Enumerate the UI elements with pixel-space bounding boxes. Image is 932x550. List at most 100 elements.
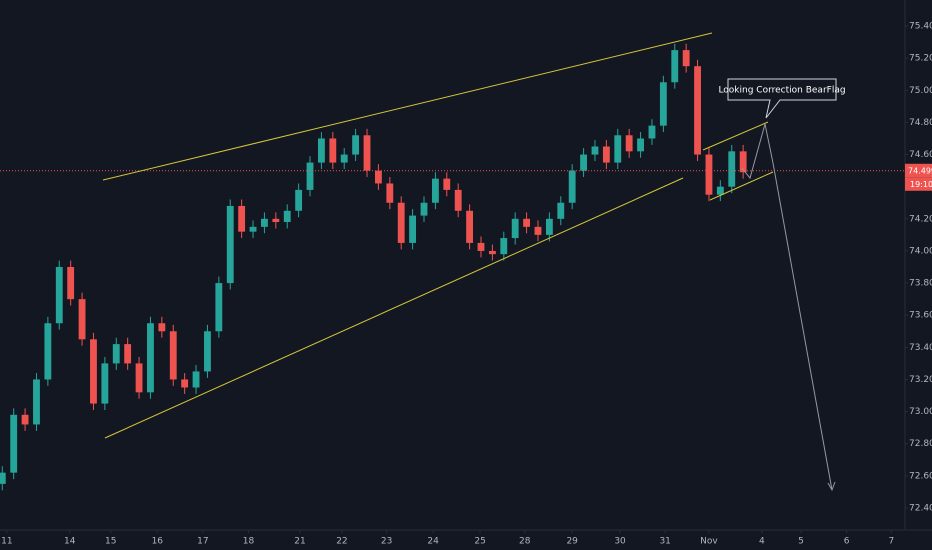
candle-body [694,66,701,155]
candle-body [728,151,736,187]
flag-line [709,171,774,201]
candle-body [283,210,291,223]
candle-body [420,202,428,216]
x-tick-label: 31 [659,537,670,547]
countdown-tag [905,177,932,191]
candle-body [329,138,337,163]
candle-body [648,125,656,139]
candle-body [431,178,439,203]
candle-body [112,344,120,364]
candle-body [192,371,200,388]
y-tick-label: 74.000 [909,246,932,256]
candle-body [204,331,211,372]
candle-body [318,138,325,163]
y-tick-label: 72.400 [909,503,932,513]
candle-body [568,170,576,203]
x-tick-label: 22 [336,537,347,547]
candle-body [124,344,132,364]
candle-body [511,218,519,239]
candle-body [397,202,405,243]
x-tick-label: Nov [700,537,718,547]
y-tick-label: 75.200 [909,54,932,64]
flag-line [702,121,769,151]
arrow-head [827,481,836,492]
candle-body [306,162,314,190]
y-tick-label: 72.800 [909,439,932,449]
candle-body [523,218,531,227]
y-tick-label: 73.200 [909,375,932,385]
x-tick-label: 4 [759,537,765,547]
y-tick-label: 73.000 [909,407,932,417]
candle-body [477,242,485,251]
x-tick-label: 11 [1,537,12,547]
y-tick-label: 73.600 [909,311,932,321]
y-tick-label: 74.200 [909,214,932,224]
x-tick-label: 16 [152,537,164,547]
trendline [102,32,713,181]
candle-body [238,205,246,232]
x-tick-label: 17 [197,537,208,547]
candle-body [625,135,633,152]
x-tick-label: 28 [519,537,531,547]
candle-body [591,146,599,155]
candle-body [500,238,508,255]
candle-body [716,186,724,195]
plot [0,43,905,491]
x-tick-label: 30 [614,537,626,547]
candle-body [181,379,189,388]
candle-body [135,363,143,393]
candle-body [90,339,97,404]
candle-body [295,189,303,211]
trendline [104,177,684,439]
candle-body [659,82,667,126]
candle-body [0,472,6,484]
candle-body [352,135,360,155]
y-tick-label: 72.600 [909,471,932,481]
candle-body [272,218,280,223]
candle-body [488,250,496,255]
candle-body [602,146,610,163]
x-tick-label: 18 [243,537,255,547]
candle-body [466,210,474,243]
x-tick-label: 6 [844,537,850,547]
candle-body [261,218,268,227]
candle-body [44,323,52,380]
candle-body [169,331,177,380]
candle-body [340,154,348,163]
candle-body [78,299,86,340]
x-tick-label: 7 [888,537,894,547]
x-tick-label: 15 [105,537,116,547]
price-tag [905,163,932,178]
projection-arrow [741,123,833,491]
axes: 72.400 72.600 72.800 73.000 73.200 73.400 73.6… [1,22,932,547]
x-tick-label: 25 [474,537,485,547]
y-tick-label: 75.000 [909,86,932,96]
annotation: Looking Correction BearFlag [718,86,845,96]
candle-body [705,154,713,195]
candle-body [682,50,690,67]
y-tick-label: 75.400 [909,22,932,32]
x-tick-label: 14 [64,537,76,547]
candle-body [101,363,109,404]
candle-body [249,226,257,232]
x-tick-label: 29 [566,537,578,547]
candle-body [739,151,747,173]
candle-body [534,226,542,235]
candle-body [671,50,679,83]
candle-body [226,205,234,284]
countdown-label: 19:10 [910,180,932,189]
x-tick-label: 5 [798,537,804,547]
candle-body [55,267,63,324]
y-tick-label: 74.800 [909,118,932,128]
candle-body [580,154,587,171]
candle-body [363,135,371,171]
y-tick-label: 73.400 [909,343,932,353]
candle-body [374,170,382,184]
candle-body [67,267,75,300]
price-tag-label: 74.499 [908,166,932,175]
x-tick-label: 24 [427,537,439,547]
candle-body [215,283,223,332]
candle-body [443,178,451,190]
y-tick-label: 73.800 [909,279,932,289]
